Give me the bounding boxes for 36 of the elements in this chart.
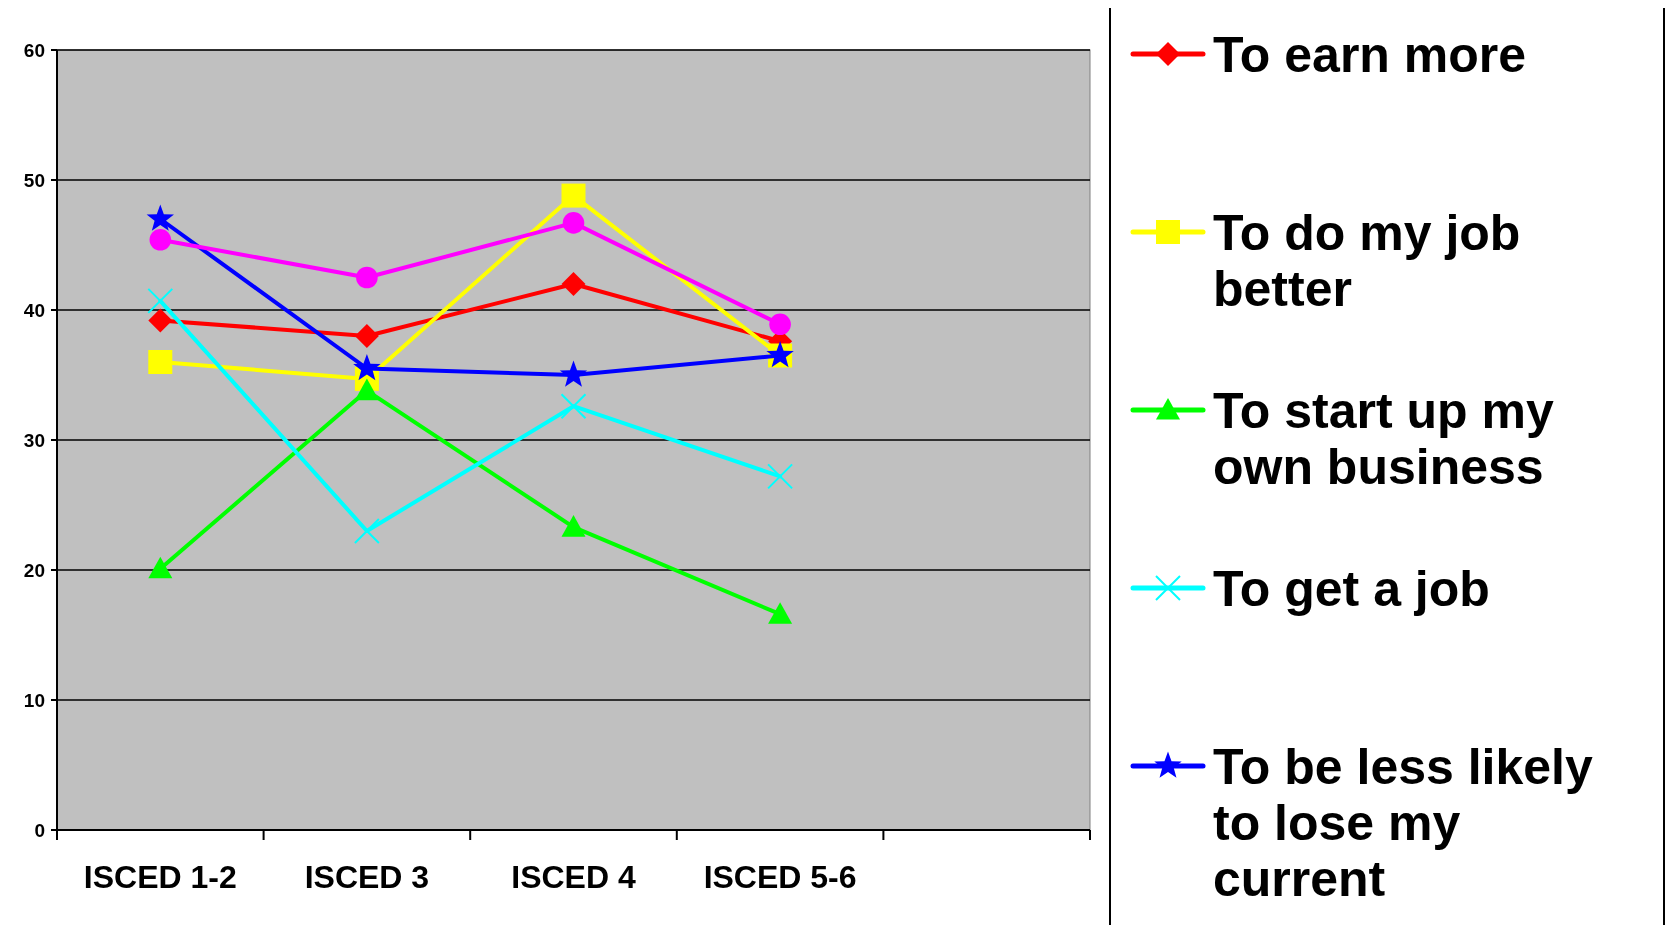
point [148,350,173,374]
x-tick-label: ISCED 3 [304,859,430,895]
point [768,602,793,624]
point [562,212,585,234]
x-tick-label: ISCED 1-2 [83,859,237,895]
y-tick-label: 10 [23,689,45,711]
point [561,183,586,208]
x-tick-label: ISCED 5-6 [703,859,857,895]
point [147,287,174,314]
point [356,266,378,289]
y-tick-label: 60 [23,39,45,61]
y-tick-label: 40 [23,299,45,321]
point [561,515,586,537]
point [561,272,586,296]
legend-label: To be less likely to lose my current [1213,738,1593,907]
point [559,360,588,387]
point [769,313,791,336]
point [560,393,587,420]
point [354,378,379,401]
legend-label: To get a job [1213,560,1490,617]
point [148,308,173,333]
legend-label: To earn more [1213,26,1527,83]
legend-label: To do my job better [1213,204,1521,317]
point [767,463,794,490]
point [148,556,173,579]
point [354,324,379,348]
x-tick-label: ISCED 4 [511,859,636,895]
y-tick-label: 50 [23,169,45,191]
y-tick-label: 0 [34,819,45,841]
y-tick-label: 30 [23,429,45,451]
y-tick-label: 20 [23,559,45,581]
point [146,204,174,231]
legend-label: To start up my own business [1213,382,1554,495]
point [149,229,172,251]
point [353,518,380,544]
point [353,354,381,381]
